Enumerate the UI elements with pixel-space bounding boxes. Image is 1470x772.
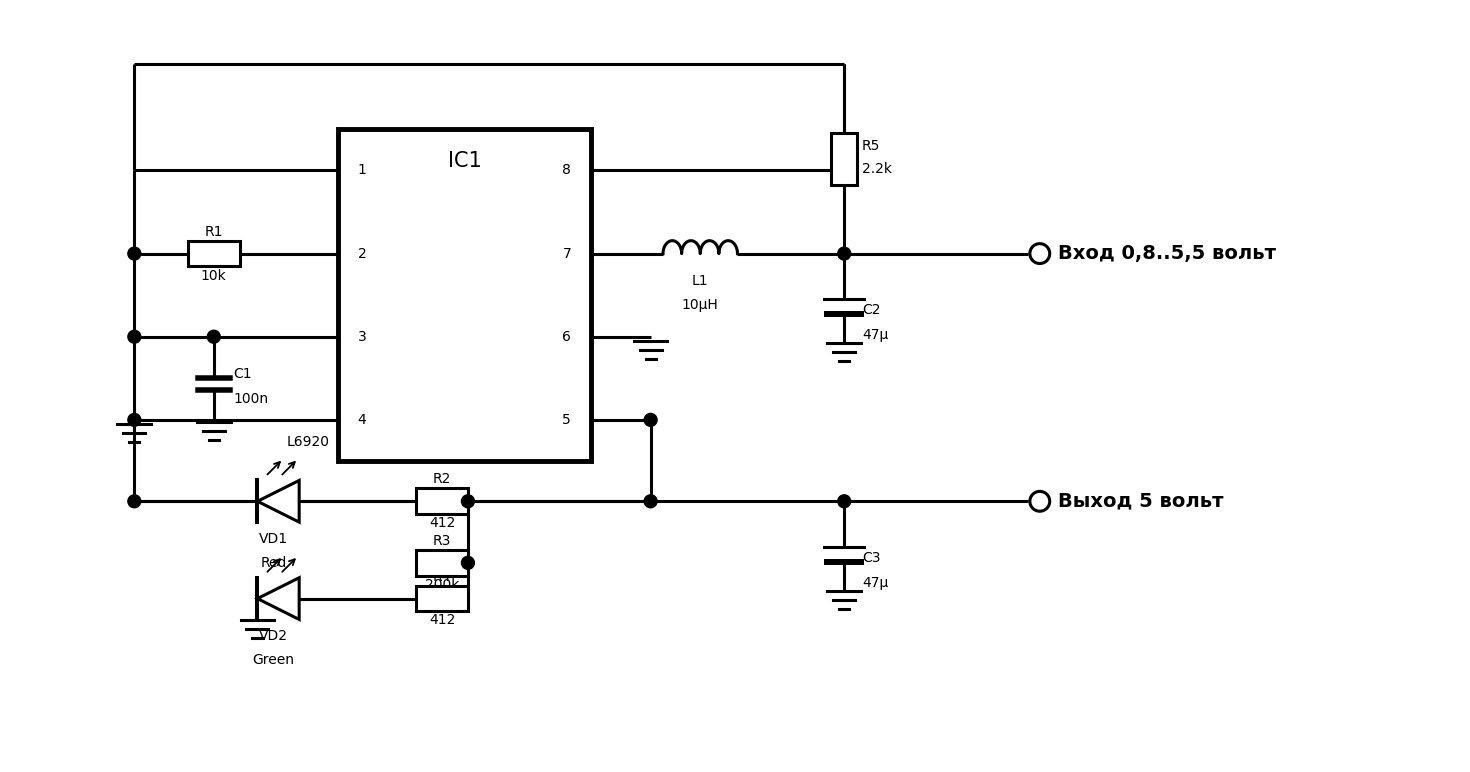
Text: 7: 7 (563, 246, 572, 261)
Bar (825, 559, 864, 565)
Text: 6: 6 (563, 330, 572, 344)
Text: C2: C2 (861, 303, 881, 317)
Text: R2: R2 (434, 472, 451, 486)
Text: L6920: L6920 (287, 435, 329, 449)
Bar (416, 550, 467, 576)
Polygon shape (257, 480, 300, 522)
Text: 100n: 100n (234, 392, 269, 406)
Text: 4: 4 (357, 413, 366, 427)
Polygon shape (257, 577, 300, 619)
Text: Выход 5 вольт: Выход 5 вольт (1057, 492, 1223, 511)
Circle shape (462, 495, 475, 508)
Text: L1: L1 (692, 274, 709, 289)
Text: R3: R3 (434, 534, 451, 548)
Text: 2.2k: 2.2k (861, 162, 892, 176)
Circle shape (128, 247, 141, 260)
Circle shape (128, 414, 141, 426)
Text: C3: C3 (861, 551, 881, 565)
Bar (338, 129, 591, 462)
Circle shape (644, 414, 657, 426)
Text: 10k: 10k (201, 269, 226, 283)
Circle shape (644, 495, 657, 508)
Text: C1: C1 (234, 367, 253, 381)
Text: 3: 3 (357, 330, 366, 344)
Bar (832, 133, 857, 185)
Bar (416, 586, 467, 611)
Text: 10μH: 10μH (682, 298, 719, 312)
Circle shape (1030, 244, 1050, 263)
Text: R5: R5 (861, 139, 881, 153)
Text: IC1: IC1 (447, 151, 481, 171)
Circle shape (838, 495, 851, 508)
Text: 47μ: 47μ (861, 576, 888, 590)
Text: 47μ: 47μ (861, 328, 888, 342)
Circle shape (128, 330, 141, 344)
Circle shape (128, 495, 141, 508)
Text: VD2: VD2 (259, 629, 288, 643)
Bar (188, 241, 240, 266)
Text: 200k: 200k (425, 577, 459, 591)
Circle shape (838, 247, 851, 260)
Text: Вход 0,8..5,5 вольт: Вход 0,8..5,5 вольт (1057, 244, 1276, 263)
Text: R1: R1 (204, 225, 223, 239)
Text: 2: 2 (357, 246, 366, 261)
Text: Green: Green (253, 653, 294, 667)
Circle shape (462, 557, 475, 569)
Circle shape (1030, 491, 1050, 511)
Text: VD1: VD1 (259, 532, 288, 546)
Circle shape (207, 330, 220, 344)
Text: 412: 412 (429, 516, 456, 530)
Text: 8: 8 (563, 164, 572, 178)
Bar (416, 489, 467, 514)
Text: 1: 1 (357, 164, 366, 178)
Text: 5: 5 (563, 413, 572, 427)
Text: 412: 412 (429, 614, 456, 628)
Text: R4: R4 (434, 570, 451, 584)
Bar (825, 311, 864, 317)
Text: Red: Red (260, 556, 287, 570)
